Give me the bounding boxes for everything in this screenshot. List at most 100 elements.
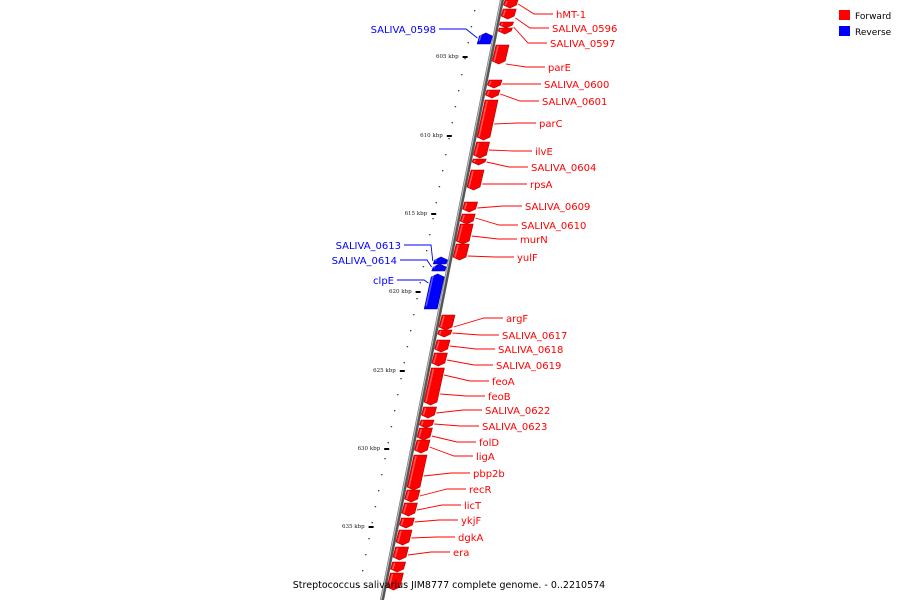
forward-gene-block (419, 419, 435, 429)
forward-gene-label: era (453, 548, 469, 559)
forward-gene-label: licT (464, 501, 482, 512)
tick-label: 635 kbp (342, 524, 365, 530)
minor-tick (413, 314, 415, 316)
forward-gene-block (395, 529, 413, 546)
reverse-gene-block (432, 256, 448, 265)
minor-tick (461, 74, 463, 76)
minor-tick (432, 218, 434, 220)
forward-gene-label: SALIVA_0610 (521, 221, 586, 232)
forward-label-leader (429, 446, 473, 457)
legend-label-reverse: Reverse (855, 28, 892, 38)
reverse-label-leader (439, 28, 478, 39)
minor-tick (387, 442, 389, 444)
forward-label-leader (414, 519, 458, 523)
forward-label-leader (506, 63, 545, 68)
forward-gene-block (404, 489, 421, 503)
minor-tick (464, 58, 466, 60)
forward-gene-label: SALIVA_0600 (544, 80, 609, 91)
forward-gene-block (431, 352, 448, 367)
forward-gene-block (497, 27, 513, 35)
forward-gene-block (452, 243, 470, 261)
forward-gene-label: pbp2b (473, 469, 505, 480)
forward-gene-label: feoB (488, 392, 511, 403)
forward-gene-block (500, 8, 517, 20)
reverse-gene-block (423, 273, 445, 310)
forward-gene-label: argF (506, 314, 528, 325)
minor-tick (429, 234, 431, 236)
forward-label-leader (471, 235, 517, 240)
forward-gene-label: ykjF (461, 516, 481, 527)
forward-gene-label: SALIVA_0601 (542, 97, 607, 108)
forward-gene-block (459, 213, 476, 225)
forward-label-leader (494, 122, 536, 125)
minor-tick (365, 554, 367, 556)
minor-tick (438, 186, 441, 188)
forward-label-leader (513, 26, 547, 44)
minor-tick (451, 122, 453, 124)
forward-gene-block (503, 0, 519, 9)
minor-tick (426, 250, 428, 252)
forward-label-leader (434, 423, 479, 427)
forward-gene-label: SALIVA_0617 (502, 331, 567, 342)
legend-label-forward: Forward (855, 12, 891, 22)
forward-gene-block (485, 89, 501, 99)
major-tick (462, 56, 468, 58)
forward-gene-block (462, 201, 478, 213)
forward-gene-block (392, 546, 409, 561)
forward-gene-label: parC (539, 119, 563, 130)
forward-label-leader (423, 472, 470, 477)
forward-gene-label: SALIVA_0618 (498, 345, 563, 356)
reverse-gene-label: SALIVA_0613 (336, 241, 401, 252)
forward-gene-label: SALIVA_0597 (550, 39, 615, 50)
forward-gene-block (399, 517, 415, 529)
tick-label: 615 kbp (405, 211, 428, 217)
map-caption: Streptococcus salivarius JIM8777 complet… (293, 580, 605, 591)
minor-tick (378, 490, 380, 492)
major-tick (415, 291, 421, 293)
forward-label-leader (467, 255, 514, 258)
forward-gene-block (421, 406, 437, 419)
legend: Forward Reverse (839, 10, 892, 38)
legend-swatch-forward (839, 10, 850, 20)
tick-label: 610 kbp (420, 133, 443, 139)
forward-label-leader (500, 93, 539, 102)
forward-label-leader (488, 149, 532, 152)
minor-tick (371, 522, 373, 524)
forward-label-leader (477, 205, 522, 209)
forward-label-leader (475, 217, 518, 226)
minor-tick (362, 570, 364, 572)
forward-gene-label: recR (469, 485, 492, 496)
reverse-label-leader (400, 259, 432, 268)
minor-tick (403, 362, 405, 364)
minor-tick (381, 474, 383, 476)
forward-gene-block (466, 169, 485, 191)
forward-gene-label: SALIVA_0604 (531, 163, 596, 174)
forward-gene-label: SALIVA_0609 (525, 202, 590, 213)
forward-label-leader (416, 504, 461, 511)
forward-gene-label: SALIVA_0623 (482, 422, 547, 433)
reverse-label-leader (404, 244, 434, 262)
forward-label-leader (446, 359, 493, 366)
forward-gene-block (390, 561, 406, 573)
reverse-gene-label: clpE (373, 276, 394, 287)
forward-gene-label: feoA (492, 377, 515, 388)
forward-gene-block (455, 223, 474, 245)
genome-backbone (379, 0, 505, 600)
forward-label-leader (419, 488, 466, 497)
minor-tick (394, 410, 396, 412)
forward-gene-label: yulF (517, 253, 538, 264)
forward-gene-block (438, 314, 456, 331)
minor-tick (374, 506, 377, 508)
forward-gene-label: ilvE (535, 147, 553, 158)
forward-label-leader (452, 332, 499, 336)
minor-tick (454, 106, 457, 108)
minor-tick (358, 586, 361, 588)
minor-tick (448, 138, 450, 140)
tick-label: 620 kbp (389, 289, 412, 295)
reverse-gene-label: SALIVA_0598 (371, 25, 436, 36)
minor-tick (384, 458, 386, 460)
forward-gene-label: murN (520, 235, 548, 246)
forward-gene-block (476, 99, 499, 141)
tick-label: 630 kbp (358, 446, 381, 452)
